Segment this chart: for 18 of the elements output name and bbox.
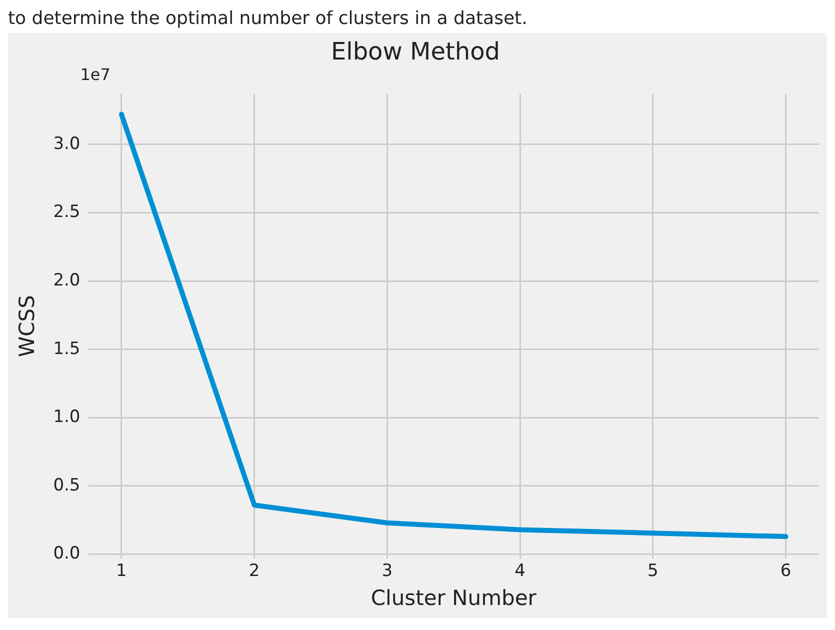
x-axis-title: Cluster Number (370, 586, 537, 610)
x-tick-label: 1 (116, 561, 127, 582)
y-tick-label: 2.5 (53, 202, 80, 222)
y-tick-label: 3.0 (53, 134, 80, 154)
y-tick-label: 2.0 (53, 270, 80, 290)
text: to determine the optimal number of clusters in a dataset. (8, 8, 827, 33)
x-tick-label: 2 (248, 561, 260, 582)
chart-title: Elbow Method (330, 38, 500, 66)
x-tick-label: 6 (780, 561, 792, 582)
x-tick-label: 5 (648, 561, 658, 582)
x-tick-label: 3 (382, 561, 393, 582)
y-tick-label: 0.5 (53, 475, 80, 496)
y-tick-label: 1.5 (53, 338, 80, 359)
y-tick-label: 0.0 (53, 544, 80, 564)
y-axis-title: WCSS (15, 295, 40, 358)
y-tick-label: 1.0 (53, 407, 80, 428)
text: 1e7 (80, 64, 110, 84)
x-tick-label: 4 (514, 561, 526, 582)
